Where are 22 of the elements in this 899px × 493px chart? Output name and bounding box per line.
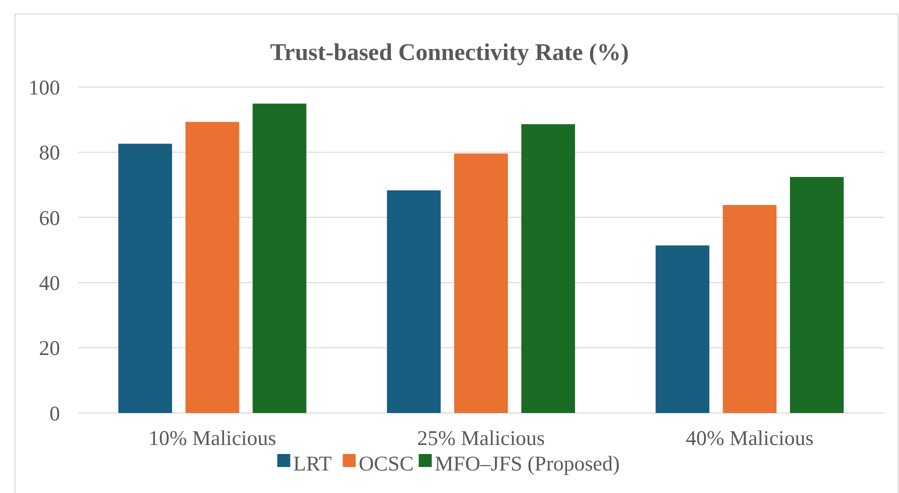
bar [185,122,240,413]
y-tick-label: 40 [39,270,60,295]
y-tick-label: 0 [50,401,60,426]
bar [656,245,710,413]
x-tick-label: 40% Malicious [686,426,814,450]
bar [521,124,576,413]
bar [722,205,777,413]
y-tick-label: 100 [28,75,60,100]
y-tick-label: 20 [39,336,60,360]
bar [790,176,844,413]
legend-label: LRT [293,451,332,476]
x-tick-label: 10% Malicious [148,426,276,450]
x-tick-label: 25% Malicious [417,426,545,450]
y-tick-label: 80 [39,140,60,165]
bar [454,154,508,413]
bar [252,104,306,413]
chart-title: Trust-based Connectivity Rate (%) [270,40,629,66]
bar [386,190,441,413]
y-tick-label: 60 [39,206,60,230]
legend-label: MFO–JFS (Proposed) [434,451,620,476]
legend-label: OCSC [358,451,414,476]
bar [118,144,172,413]
